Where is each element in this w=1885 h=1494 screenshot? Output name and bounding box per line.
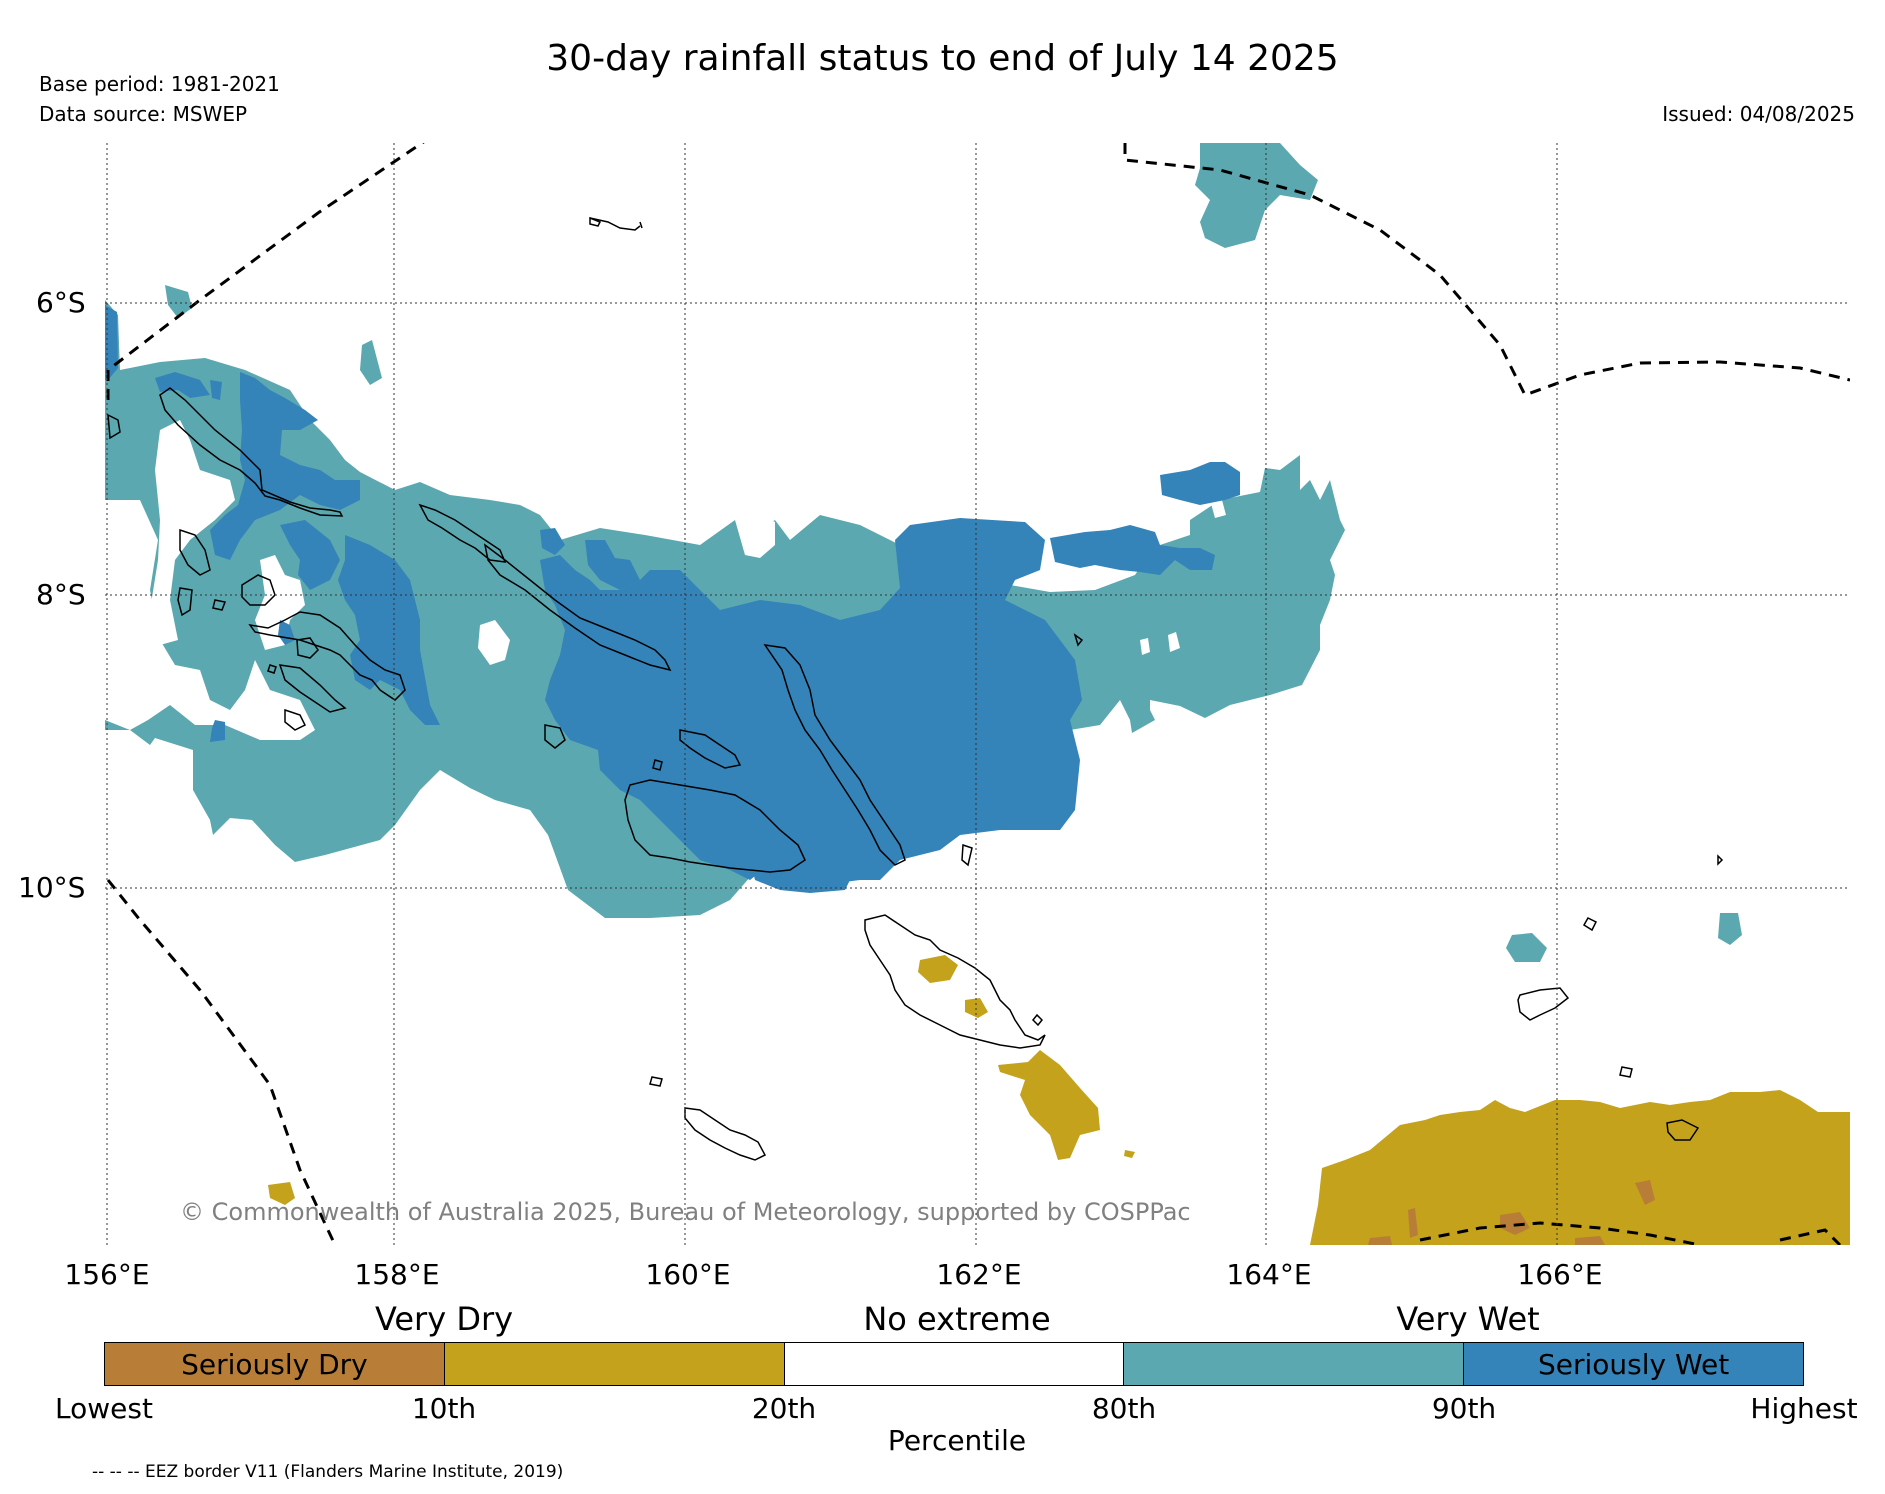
colorbar-segment-very-dry bbox=[444, 1343, 785, 1385]
lat-label-6s: 6°S bbox=[36, 286, 86, 319]
legend-category-very-dry: Very Dry bbox=[374, 1300, 514, 1338]
legend-colorbar: Seriously Dry Seriously Wet bbox=[104, 1342, 1804, 1386]
rennell-coast bbox=[684, 1107, 767, 1161]
lat-label-10s: 10°S bbox=[18, 871, 85, 904]
lon-label-158e: 158°E bbox=[354, 1258, 439, 1291]
sikaiana-coast bbox=[961, 843, 973, 867]
very-dry-regions bbox=[268, 955, 1850, 1245]
legend-category-no-extreme: No extreme bbox=[863, 1300, 1051, 1338]
savo-coast bbox=[652, 759, 663, 771]
lon-label-156e: 156°E bbox=[64, 1258, 149, 1291]
lon-label-160e: 160°E bbox=[645, 1258, 730, 1291]
santa-isabel-coast bbox=[483, 543, 672, 672]
kilinailau-coast bbox=[212, 599, 227, 611]
tikopia-coast bbox=[1619, 1066, 1633, 1078]
santa-cruz-coast bbox=[1517, 987, 1570, 1021]
ontong-java-atoll-2 bbox=[639, 221, 643, 229]
eez-border-note: -- -- -- EEZ border V11 (Flanders Marine… bbox=[92, 1462, 564, 1482]
seriously-dry-regions bbox=[1368, 1180, 1655, 1245]
lon-label-164e: 164°E bbox=[1226, 1258, 1311, 1291]
rendova-coast bbox=[284, 708, 307, 731]
page-title: 30-day rainfall status to end of July 14… bbox=[546, 38, 1339, 79]
duff-coast bbox=[1717, 854, 1724, 866]
percentile-tick-highest: Highest bbox=[1750, 1392, 1858, 1425]
eez-borders bbox=[106, 143, 1850, 1245]
colorbar-segment-no-extreme bbox=[784, 1343, 1125, 1385]
vella-lavella-coast bbox=[241, 574, 276, 606]
ontong-java-coast bbox=[589, 216, 602, 227]
simbo-coast bbox=[267, 664, 277, 674]
percentile-tick-80th: 80th bbox=[1091, 1392, 1157, 1425]
legend-category-very-wet: Very Wet bbox=[1396, 1300, 1540, 1338]
choiseul-coast bbox=[418, 503, 507, 563]
russell-coast bbox=[544, 724, 566, 749]
seriously-wet-regions bbox=[105, 305, 1240, 893]
coastlines bbox=[107, 216, 1724, 1161]
bellona-coast bbox=[649, 1076, 663, 1087]
mbokonimbeti-coast bbox=[1073, 633, 1084, 647]
percentile-axis-label: Percentile bbox=[887, 1424, 1027, 1457]
shortland-coast bbox=[179, 528, 211, 576]
kolombangara-coast bbox=[296, 637, 319, 659]
ontong-java-atoll bbox=[589, 217, 641, 231]
issued-date-text: Issued: 04/08/2025 bbox=[1662, 102, 1855, 126]
ranongga-coast bbox=[278, 664, 347, 713]
copyright-credit: © Commonwealth of Australia 2025, Bureau… bbox=[180, 1198, 1191, 1226]
reef-islands-coast bbox=[1582, 917, 1598, 932]
colorbar-segment-seriously-wet: Seriously Wet bbox=[1464, 1343, 1803, 1385]
lon-label-166e: 166°E bbox=[1517, 1258, 1602, 1291]
percentile-tick-lowest: Lowest bbox=[55, 1392, 153, 1425]
map-layers bbox=[105, 143, 1850, 1245]
percentile-tick-10th: 10th bbox=[411, 1392, 477, 1425]
lon-label-162e: 162°E bbox=[936, 1258, 1021, 1291]
vanikoro-coast bbox=[1666, 1119, 1700, 1141]
percentile-tick-90th: 90th bbox=[1431, 1392, 1497, 1425]
colorbar-segment-seriously-dry: Seriously Dry bbox=[105, 1343, 445, 1385]
percentile-tick-20th: 20th bbox=[751, 1392, 817, 1425]
makira-coast bbox=[864, 914, 1046, 1049]
base-period-text: Base period: 1981-2021 bbox=[39, 72, 280, 96]
colorbar-segment-very-wet bbox=[1124, 1343, 1465, 1385]
treasury-coast bbox=[177, 587, 193, 617]
lat-label-8s: 8°S bbox=[36, 578, 86, 611]
uki-coast bbox=[1031, 1013, 1044, 1027]
bougainville-coast bbox=[159, 387, 344, 517]
nissan-coast bbox=[107, 413, 121, 440]
malaita-coast bbox=[763, 644, 906, 866]
data-source-text: Data source: MSWEP bbox=[39, 102, 248, 126]
guadalcanal-coast bbox=[624, 779, 806, 873]
gridlines bbox=[105, 143, 1850, 1245]
